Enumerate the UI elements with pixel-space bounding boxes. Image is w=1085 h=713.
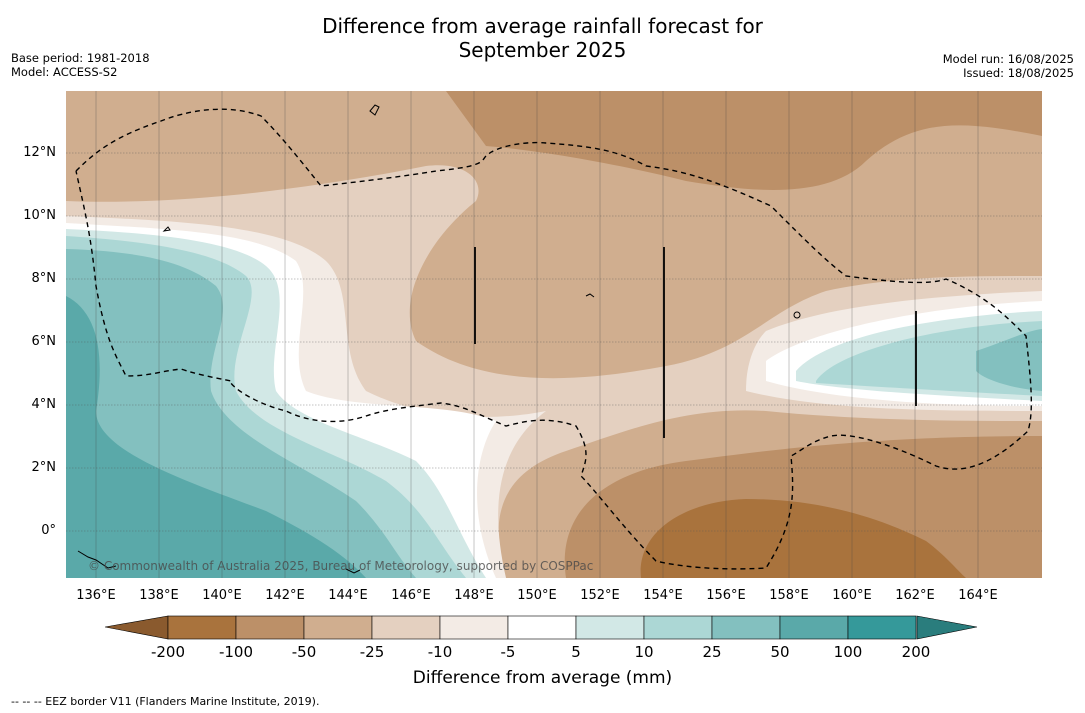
lon-label-140e: 140°E [202,588,242,603]
eez-footnote: -- -- -- EEZ border V11 (Flanders Marine… [11,695,320,708]
lon-label-162e: 162°E [895,588,935,603]
eez-border [75,108,1033,570]
legend-swatch-2 [303,615,373,640]
base-period: Base period: 1981-2018 [11,51,150,65]
legend-swatch-1 [235,615,305,640]
lat-label-6n: 6°N [31,334,57,349]
legend-swatch-10 [847,615,917,640]
legend-tick-plus-5: 5 [571,643,581,661]
legend-tick-minus-5: -5 [500,643,516,661]
legend-swatch-6 [575,615,645,640]
lat-label-4n: 4°N [31,397,57,412]
model-name: Model: ACCESS-S2 [11,65,118,79]
lat-label-2n: 2°N [31,460,57,475]
model-run: Model run: 16/08/2025 [942,52,1074,66]
lat-label-12n: 12°N [23,145,56,160]
lon-label-156e: 156°E [706,588,746,603]
legend-swatch-5 [507,615,577,640]
band-bottom-very-dry [640,499,966,578]
lat-label-0: 0° [41,523,56,538]
rainfall-map [66,91,1042,578]
title-line-2: September 2025 [458,38,627,62]
lon-label-160e: 160°E [832,588,872,603]
legend-tick-minus-10: -10 [427,643,453,661]
meta-left: Base period: 1981-2018 Model: ACCESS-S2 [11,51,150,79]
legend-underflow-arrow [105,615,169,640]
legend-tick-minus-200: -200 [150,643,186,661]
lon-label-158e: 158°E [769,588,809,603]
lon-label-152e: 152°E [580,588,620,603]
legend-swatches [167,615,917,640]
legend-swatch-7 [643,615,713,640]
lon-label-148e: 148°E [454,588,494,603]
lon-label-164e: 164°E [958,588,998,603]
band-plus-25 [66,249,1042,578]
gridlines [66,152,1042,532]
map-title: Difference from average rainfall forecas… [0,14,1085,62]
legend-swatch-9 [779,615,849,640]
issued-date: Issued: 18/08/2025 [963,66,1074,80]
lat-label-10n: 10°N [23,208,56,223]
lon-label-146e: 146°E [391,588,431,603]
legend-tick-minus-50: -50 [291,643,317,661]
lon-label-154e: 154°E [643,588,683,603]
band-plus-50 [66,296,366,578]
legend-tick-plus-200: 200 [901,643,931,661]
lon-label-142e: 142°E [265,588,305,603]
legend-tick-plus-25: 25 [702,643,722,661]
band-top-dry [446,91,1042,190]
legend-swatch-8 [711,615,781,640]
legend-swatch-4 [439,615,509,640]
lon-label-138e: 138°E [139,588,179,603]
legend-tick-minus-100: -100 [218,643,254,661]
legend-swatch-3 [371,615,441,640]
legend-title: Difference from average (mm) [412,668,673,688]
legend-overflow-arrow [916,615,978,640]
lon-label-144e: 144°E [328,588,368,603]
legend-tick-plus-100: 100 [833,643,863,661]
lon-label-136e: 136°E [76,588,116,603]
legend-colorbar [105,615,978,640]
island-markers [474,247,917,438]
map-svg [66,91,1042,578]
legend-tick-minus-25: -25 [359,643,385,661]
title-line-1: Difference from average rainfall forecas… [322,14,763,38]
legend-swatch-0 [167,615,237,640]
island-outlines [77,104,801,574]
lon-label-150e: 150°E [517,588,557,603]
legend-tick-plus-50: 50 [770,643,790,661]
copyright-notice: © Commonwealth of Australia 2025, Bureau… [88,559,594,573]
meridians [95,91,979,578]
legend-tick-plus-10: 10 [634,643,654,661]
meta-right: Model run: 16/08/2025 Issued: 18/08/2025 [943,52,1074,80]
lat-label-8n: 8°N [31,271,57,286]
